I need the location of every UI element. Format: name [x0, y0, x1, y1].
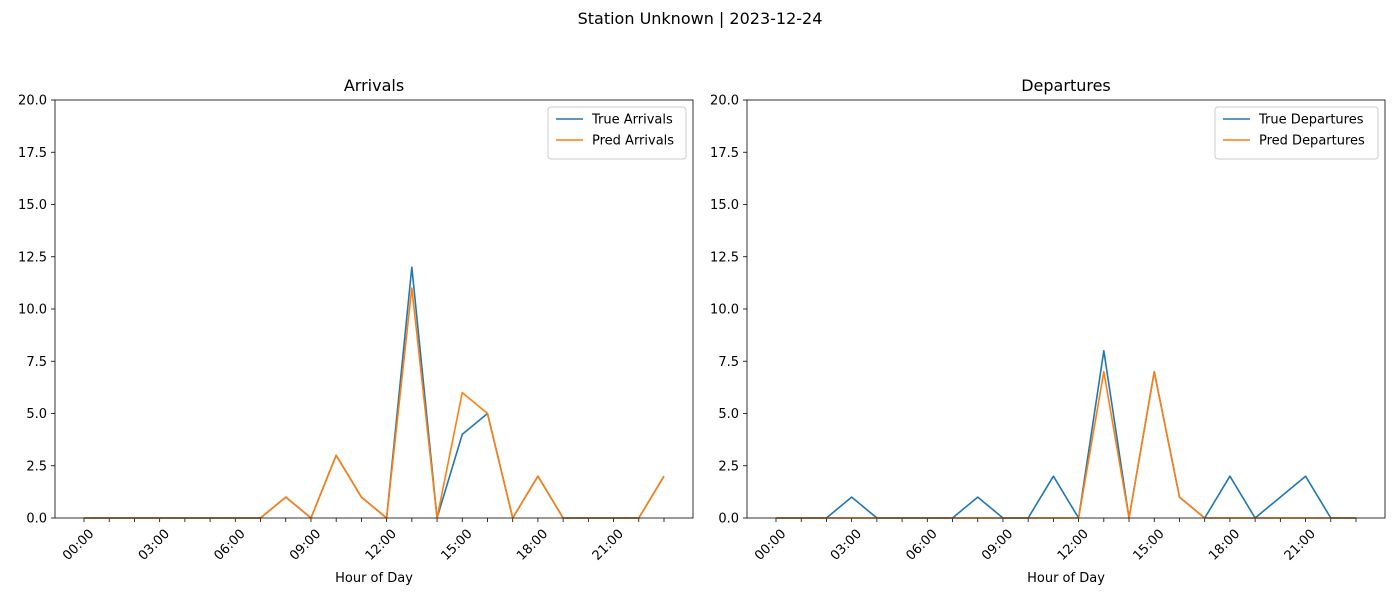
chart-panel-departures: Departures 0.0 2.5 5.0 7.5 10.0 12.5 15.0 17.5 20…	[710, 76, 1386, 586]
legend-label: Pred Departures	[1259, 134, 1365, 149]
y-tick-label: 15.0	[710, 198, 739, 213]
y-tick-label: 7.5	[26, 355, 47, 370]
y-tick-label: 12.5	[18, 250, 47, 265]
y-tick-label: 17.5	[18, 146, 47, 161]
y-tick-label: 17.5	[710, 146, 739, 161]
legend-box	[547, 106, 687, 160]
y-tick-label: 20.0	[18, 94, 47, 109]
y-tick-label: 7.5	[718, 355, 739, 370]
x-tick-label: 18:00	[1206, 527, 1243, 564]
x-tick-label: 12:00	[363, 527, 400, 564]
chart-panel-arrivals: Arrivals 0.0 2.5 5.0 7.5 10.0 12.5 15.0 17.5 20.0…	[18, 76, 694, 586]
y-tick-label: 20.0	[710, 94, 739, 109]
y-tick-label: 2.5	[718, 459, 739, 474]
y-tick-label: 5.0	[718, 407, 739, 422]
x-tick-label: 00:00	[752, 527, 789, 564]
legend-box	[1214, 106, 1379, 160]
x-tick-label: 09:00	[287, 527, 324, 564]
x-tick-label: 21:00	[1282, 527, 1319, 564]
x-tick-label: 03:00	[136, 527, 173, 564]
x-tick-label: 21:00	[590, 527, 627, 564]
y-tick-label: 10.0	[710, 303, 739, 318]
chart-title: Arrivals	[344, 76, 404, 95]
x-tick-label: 06:00	[211, 527, 248, 564]
x-tick-label: 15:00	[438, 527, 475, 564]
y-tick-label: 15.0	[18, 198, 47, 213]
x-tick-label: 06:00	[903, 527, 940, 564]
y-tick-label: 5.0	[26, 407, 47, 422]
legend-label: Pred Arrivals	[592, 134, 674, 149]
x-tick-label: 15:00	[1130, 527, 1167, 564]
x-axis-label: Hour of Day	[335, 571, 413, 586]
y-tick-label: 10.0	[18, 303, 47, 318]
x-tick-label: 03:00	[828, 527, 865, 564]
x-tick-label: 00:00	[60, 527, 97, 564]
series-line-true	[776, 349, 1356, 519]
series-line-true	[84, 266, 665, 519]
figure-title: Station Unknown | 2023-12-24	[577, 9, 823, 28]
x-tick-label: 12:00	[1055, 527, 1092, 564]
y-tick-label: 0.0	[26, 512, 47, 527]
y-tick-label: 0.0	[718, 512, 739, 527]
chart-title: Departures	[1021, 76, 1111, 95]
x-tick-label: 18:00	[514, 527, 551, 564]
legend: True Departures Pred Departures	[1214, 106, 1379, 160]
legend-label: True Departures	[1258, 113, 1364, 128]
x-axis-label: Hour of Day	[1027, 571, 1105, 586]
axes-frame	[746, 99, 1386, 519]
axes-frame	[54, 99, 694, 519]
legend-label: True Arrivals	[591, 113, 673, 128]
series-line-pred	[84, 287, 665, 519]
y-tick-label: 2.5	[26, 459, 47, 474]
legend: True Arrivals Pred Arrivals	[547, 106, 687, 160]
y-tick-label: 12.5	[710, 250, 739, 265]
x-tick-label: 09:00	[979, 527, 1016, 564]
